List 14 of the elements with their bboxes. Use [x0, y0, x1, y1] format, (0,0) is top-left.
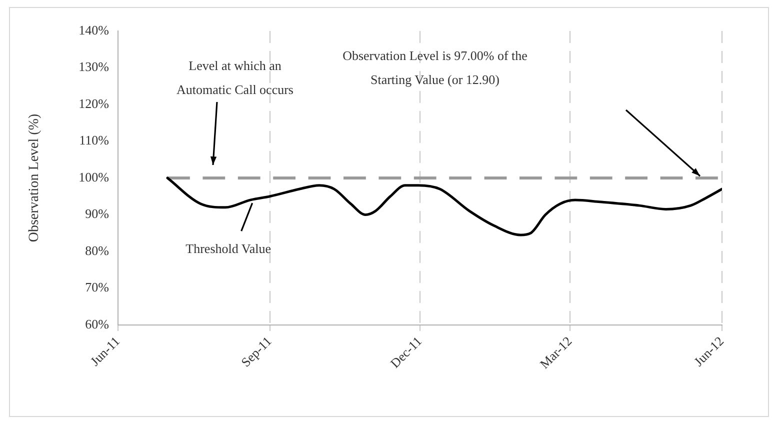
- y-tick-label: 70%: [85, 280, 110, 295]
- y-tick-label: 90%: [85, 206, 110, 222]
- line-series: [166, 176, 722, 236]
- y-tick-label: 100%: [78, 169, 110, 184]
- annotation: Observation Level is 97.00% of the Starting Value (or 12.90): [342, 48, 528, 87]
- y-tick-label: 130%: [78, 59, 110, 74]
- y-tick-label: 110%: [79, 132, 110, 148]
- y-axis-title: Observation Level (%): [27, 114, 42, 242]
- annotation: Threshold Value: [186, 241, 272, 256]
- annotation: Level at which an Automatic Call occurs: [176, 58, 294, 97]
- y-tick-label: 60%: [85, 316, 110, 332]
- y-tick-label: 80%: [85, 242, 110, 258]
- y-tick-label: 120%: [78, 96, 110, 111]
- y-tick-label: 140%: [78, 22, 110, 38]
